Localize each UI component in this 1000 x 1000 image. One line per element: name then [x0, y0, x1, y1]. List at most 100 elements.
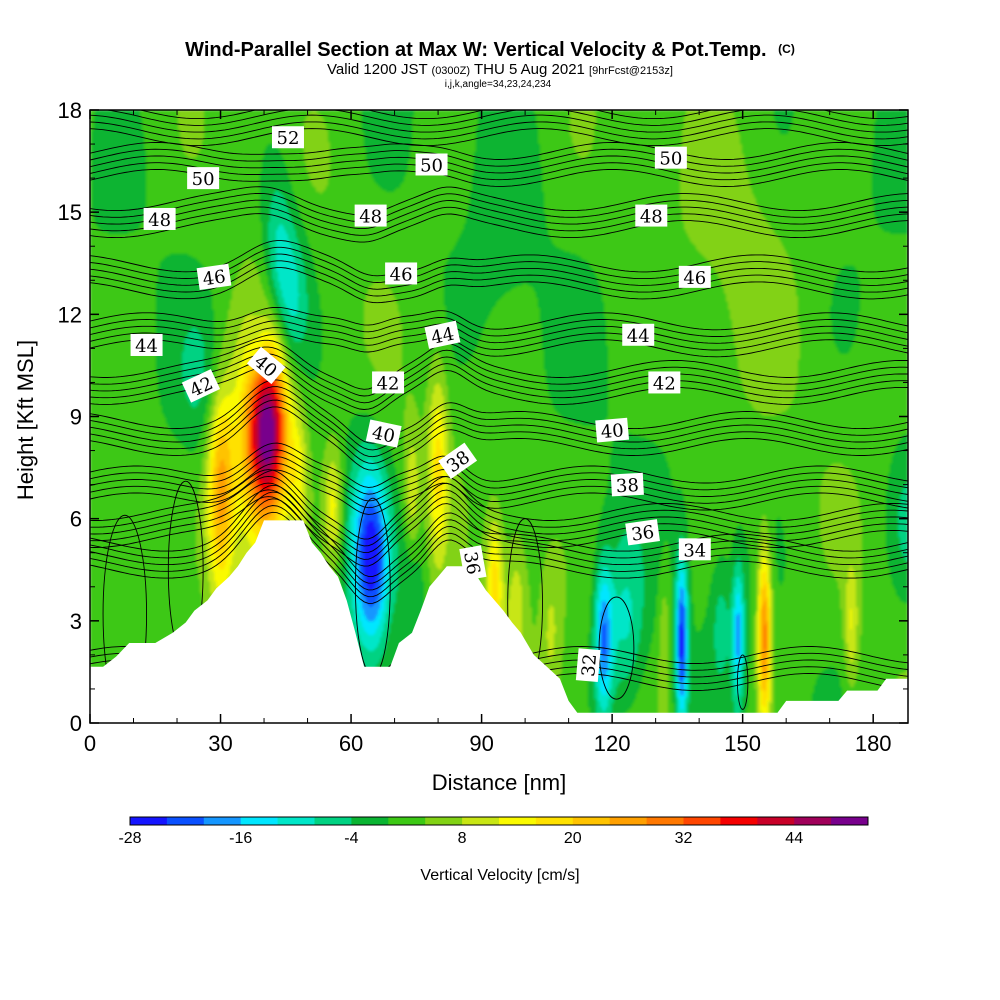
- colorbar-swatch: [240, 817, 279, 825]
- theta-contour-40: [90, 379, 908, 444]
- x-axis-ticks: 0 30 60 90 120 150 180: [84, 110, 892, 756]
- contour-label-text: 36: [630, 522, 656, 546]
- theta-contour-50: [90, 148, 908, 167]
- theta-contour-38: [90, 442, 908, 488]
- subtitle-utc: (0300Z): [432, 65, 471, 77]
- colorbar-swatch: [314, 817, 352, 825]
- contour-label-text: 46: [390, 264, 413, 285]
- theta-contour-46: [90, 267, 908, 304]
- theta-contour-34: [90, 498, 908, 591]
- contour-label-34: 34: [678, 538, 711, 561]
- colorbar-swatch: [351, 817, 389, 825]
- contour-label-44: 44: [622, 323, 655, 347]
- chart-title: Wind-Parallel Section at Max W: Vertical…: [185, 39, 795, 61]
- theta-contour-46: [90, 240, 908, 277]
- theta-contour-38: [90, 449, 908, 495]
- contour-label-text: 52: [277, 128, 300, 149]
- theta-contour-40: [90, 386, 908, 451]
- theta-contour-34: [90, 484, 908, 577]
- x-tick-label: 120: [594, 731, 631, 756]
- y-tick-label: 0: [70, 711, 82, 736]
- contour-label-40: 40: [595, 417, 630, 443]
- colorbar-frame: [129, 816, 869, 826]
- contour-label-text: 50: [192, 169, 215, 190]
- theta-contour-48: [90, 206, 908, 236]
- colorbar-tick-label: -4: [344, 830, 358, 847]
- theta-contour-44: [90, 320, 908, 344]
- contour-label-42: 42: [372, 371, 405, 394]
- theta-contour-38: [90, 469, 908, 515]
- theta-contour-42: [90, 346, 908, 397]
- theta-contour-38: [90, 456, 908, 502]
- y-tick-label: 12: [58, 302, 82, 327]
- theta-contour-36: [90, 469, 908, 540]
- theta-contour-34: [90, 491, 908, 584]
- contour-label-50: 50: [415, 153, 448, 176]
- y-tick-label: 6: [70, 507, 82, 532]
- theta-contour-48: [90, 186, 908, 216]
- contour-label-text: 34: [683, 540, 706, 561]
- theta-contour-50: [90, 162, 908, 181]
- theta-contour-48: [90, 192, 908, 223]
- x-tick-label: 90: [469, 731, 493, 756]
- colorbar-swatch: [683, 817, 721, 825]
- contour-label-text: 50: [420, 155, 443, 176]
- contour-label-text: 46: [201, 266, 227, 290]
- contour-label-text: 44: [627, 326, 650, 347]
- theta-contour-52: [90, 121, 908, 140]
- contour-label-36: 36: [459, 545, 487, 581]
- contour-label-46: 46: [385, 262, 418, 285]
- theta-contour-cell: [598, 596, 635, 700]
- contour-label-text: 44: [429, 324, 456, 349]
- x-tick-label: 0: [84, 731, 96, 756]
- colorbar-tick-label: 32: [675, 830, 693, 847]
- contour-label-36: 36: [625, 519, 660, 546]
- theta-contour-52: [90, 114, 908, 133]
- colorbar-swatch: [757, 817, 795, 825]
- theta-contour-36: [90, 489, 908, 560]
- theta-contour-36: [90, 475, 908, 547]
- subtitle-forecast: [9hrFcst@2153z]: [589, 65, 673, 77]
- y-axis-label: Height [Kft MSL]: [13, 340, 38, 500]
- colorbar-tick-label: 20: [564, 830, 582, 847]
- theta-contour-44: [90, 327, 908, 351]
- contour-label-50: 50: [654, 146, 687, 170]
- contour-label-52: 52: [271, 126, 304, 149]
- colorbar-swatch: [794, 817, 832, 825]
- contour-label-text: 42: [377, 373, 400, 394]
- colorbar-swatch: [572, 817, 611, 825]
- contour-label-text: 36: [459, 550, 484, 576]
- colorbar-swatch: [166, 817, 205, 825]
- colorbar-tick-label: -16: [229, 830, 252, 847]
- theta-contour-34: [90, 505, 908, 598]
- contour-label-text: 38: [615, 475, 639, 497]
- theta-contour-40: [90, 399, 908, 464]
- theta-contour-34: [90, 511, 908, 604]
- x-tick-label: 60: [339, 731, 363, 756]
- colorbar-swatch: [831, 817, 869, 825]
- theta-contour-42: [90, 360, 908, 410]
- contour-label-48: 48: [635, 204, 668, 228]
- theta-contour-40: [90, 392, 908, 458]
- contour-label-text: 50: [659, 149, 682, 170]
- contour-label-text: 48: [148, 210, 171, 231]
- contour-label-text: 46: [683, 268, 706, 289]
- colorbar-tick-label: 44: [785, 830, 803, 847]
- theta-contour-52: [103, 110, 908, 126]
- colorbar-swatch: [720, 817, 758, 825]
- colorbar: [129, 816, 869, 826]
- theta-contour-36: [90, 482, 908, 554]
- colorbar-swatch: [130, 817, 168, 825]
- y-tick-label: 9: [70, 405, 82, 430]
- y-tick-label: 3: [70, 609, 82, 634]
- colorbar-swatch: [609, 817, 648, 825]
- contour-label-text: 40: [370, 422, 397, 447]
- contour-label-46: 46: [678, 265, 711, 289]
- theta-contour-42: [90, 366, 908, 417]
- contour-label-text: 44: [135, 336, 158, 357]
- chart-subtitle: Valid 1200 JST (0300Z) THU 5 Aug 2021 [9…: [327, 61, 673, 78]
- colorbar-swatch: [535, 817, 574, 825]
- contour-label-text: 42: [653, 373, 676, 394]
- contour-label-text: 48: [359, 207, 382, 228]
